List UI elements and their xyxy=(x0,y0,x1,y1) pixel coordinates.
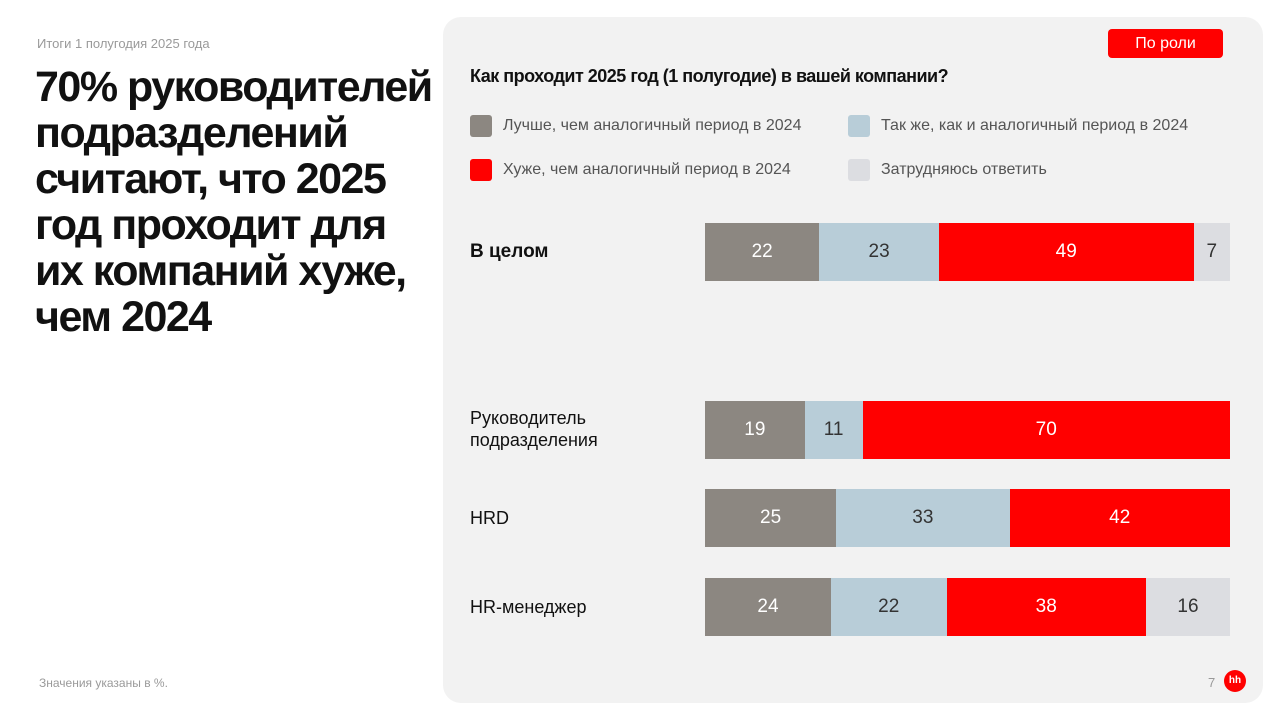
legend-item: Лучше, чем аналогичный период в 2024 xyxy=(470,115,801,137)
stacked-bar: 19 11 70 xyxy=(705,401,1230,459)
footnote: Значения указаны в %. xyxy=(39,676,168,690)
bar-segment: 7 xyxy=(1193,223,1230,281)
bar-segment: 49 xyxy=(938,223,1194,281)
category-label: Руководитель подразделения xyxy=(470,408,598,450)
category-label: HRD xyxy=(470,508,509,528)
legend-swatch xyxy=(470,115,492,137)
chart-title: Как проходит 2025 год (1 полугодие) в ва… xyxy=(470,66,949,86)
hh-logo: hh xyxy=(1224,670,1246,692)
bar-segment: 22 xyxy=(705,223,820,281)
bar-segment: 38 xyxy=(946,578,1146,636)
legend-label: Так же, как и аналогичный период в 2024 xyxy=(881,117,1189,134)
legend-item: Затрудняюсь ответить xyxy=(848,159,1047,181)
category-label: В целом xyxy=(470,241,549,262)
legend-swatch xyxy=(848,159,870,181)
bar-segment: 24 xyxy=(705,578,831,636)
legend-item: Хуже, чем аналогичный период в 2024 xyxy=(470,159,791,181)
legend-swatch xyxy=(848,115,870,137)
bar-segment: 25 xyxy=(705,489,837,547)
legend-label: Затрудняюсь ответить xyxy=(881,161,1047,178)
legend-swatch xyxy=(470,159,492,181)
bar-segment: 22 xyxy=(831,578,947,636)
bar-segment: 33 xyxy=(836,489,1010,547)
stacked-bar: 22 23 49 7 xyxy=(705,223,1230,281)
stacked-bar: 24 22 38 16 xyxy=(705,578,1230,636)
bar-segment: 16 xyxy=(1146,578,1230,636)
bar-segment: 11 xyxy=(804,401,863,459)
headline: 70% руководителей подразделений считают,… xyxy=(35,63,433,341)
bar-segment: 42 xyxy=(1009,489,1230,547)
page-number: 7 xyxy=(1208,675,1216,690)
bar-segment: 23 xyxy=(819,223,939,281)
bar-segment: 70 xyxy=(862,401,1230,459)
role-button[interactable]: По роли xyxy=(1108,29,1223,58)
category-label: HR-менеджер xyxy=(470,597,587,617)
chart-panel: По роли Как проходит 2025 год (1 полугод… xyxy=(443,17,1263,703)
stacked-bar: 25 33 42 xyxy=(705,489,1230,547)
legend-item: Так же, как и аналогичный период в 2024 xyxy=(848,115,1188,137)
bar-segment: 19 xyxy=(705,401,805,459)
legend-label: Хуже, чем аналогичный период в 2024 xyxy=(503,161,791,178)
subtitle: Итоги 1 полугодия 2025 года xyxy=(37,36,210,51)
legend-label: Лучше, чем аналогичный период в 2024 xyxy=(503,117,802,134)
